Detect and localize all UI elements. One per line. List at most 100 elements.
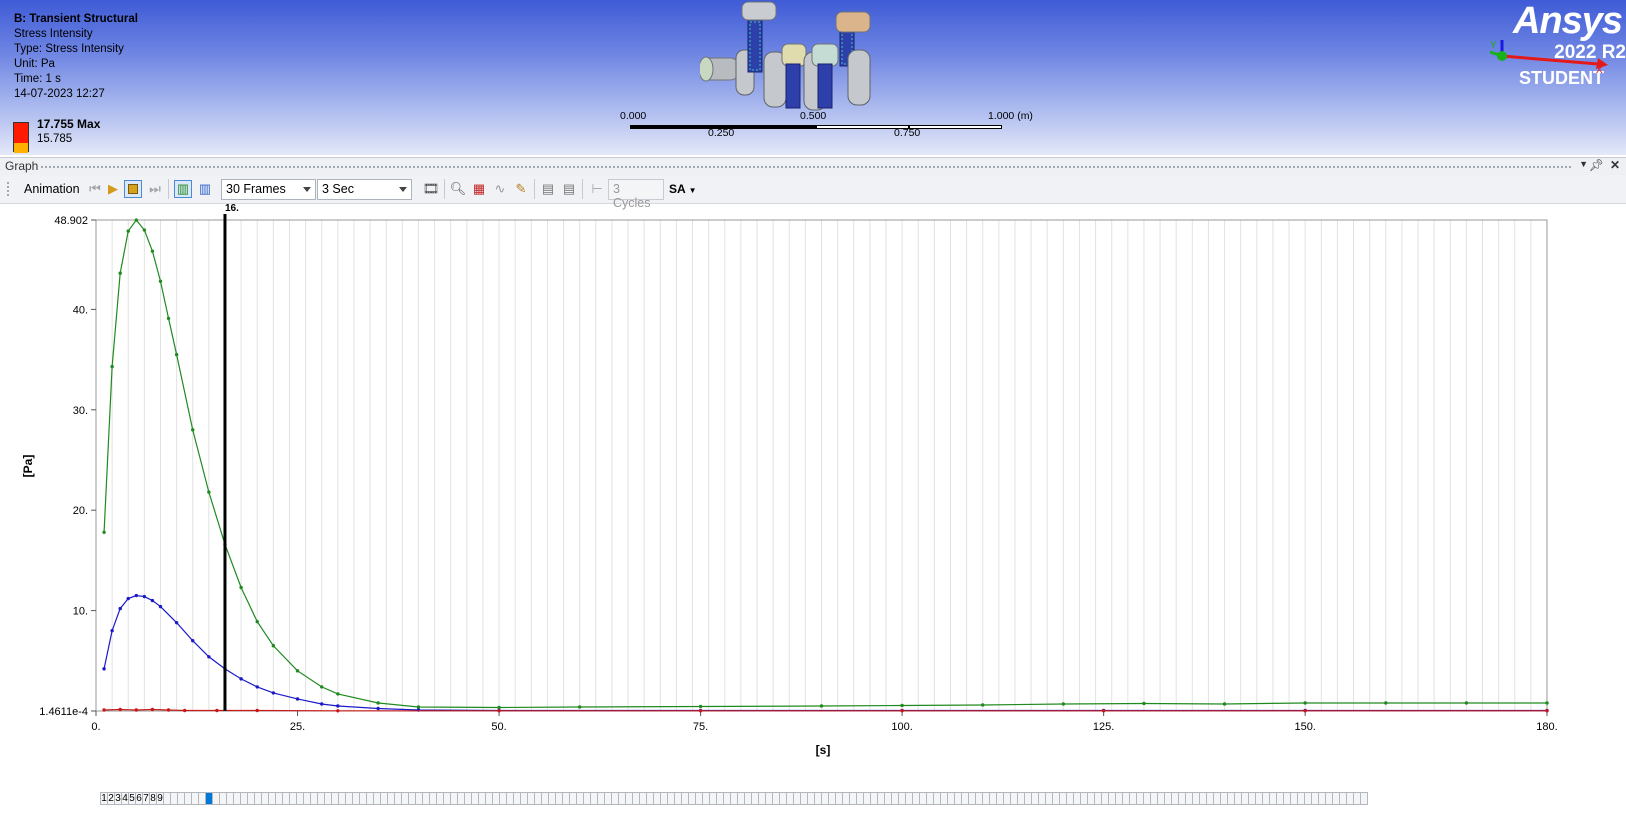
y-axis-ticks: 1.4611e-4 10. 20. 30. 40. 48.902 (39, 215, 96, 718)
logo-brand: Ansys (1512, 0, 1623, 42)
cycles-icon: ⊢ (591, 181, 603, 196)
graph-plot[interactable]: 1.4611e-4 10. 20. 30. 40. 48.902 0. 25. 50. 75. 1… (0, 204, 1626, 784)
cursor-label: 16. (225, 204, 239, 214)
legend-title: B: Transient Structural (14, 13, 138, 25)
ansys-logo: Ansys 2022 R2 STUDENT (1426, 0, 1626, 100)
result-sets-icon[interactable]: ▥ (198, 181, 212, 196)
chart-table-icon[interactable]: ▤ (562, 181, 576, 196)
scale-label-0: 0.000 (620, 110, 647, 122)
next-frame-icon[interactable]: ⏭ (149, 181, 161, 196)
series-point (981, 703, 985, 707)
series-point (102, 708, 106, 712)
y-tick-label: 20. (73, 505, 88, 517)
axis-triad[interactable]: Y X (1488, 38, 1608, 74)
series-point (158, 604, 163, 609)
zoom-icon[interactable]: 🔍︎ (449, 181, 467, 196)
legend-colors-icon[interactable]: ▦ (472, 181, 486, 196)
series-point (416, 705, 421, 709)
series-point (110, 364, 114, 369)
series-point (110, 628, 114, 633)
chart-grid-icon[interactable]: ▤ (541, 181, 555, 196)
dropdown-arrow-icon[interactable]: ▼ (1579, 159, 1588, 169)
scale-amplification-button[interactable]: SA ▼ (669, 175, 697, 196)
series-point (320, 685, 324, 689)
series-point (134, 708, 139, 712)
play-icon[interactable]: ▶ (108, 181, 118, 196)
series-point (158, 279, 163, 283)
animation-toolbar: Animation ⏮ ▶ ⏭ ▥ ▥ 30 Frames 3 Sec 🎞︎ 🔍… (0, 175, 1626, 210)
chevron-down-icon (399, 187, 407, 192)
series-point (255, 708, 259, 713)
graph-panel-header[interactable]: Graph ▼ 📌︎ ✕ (0, 157, 1626, 175)
toolbar-separator (582, 179, 583, 199)
toolbar-grip[interactable] (6, 181, 10, 197)
x-tick-label: 180. (1536, 721, 1557, 733)
series-line-1 (103, 219, 1547, 709)
series-point (118, 707, 122, 712)
legend-result-name: Stress Intensity (14, 28, 93, 40)
x-axis-ticks: 0. 25. 50. 75. 100. 125. 150. 180. (91, 711, 1558, 733)
series-point (166, 316, 171, 321)
pin-icon[interactable]: 📌︎ (1588, 158, 1604, 172)
panel-grip[interactable] (40, 165, 1571, 169)
series-point (142, 594, 147, 599)
series-point (239, 585, 243, 590)
series-point (295, 669, 300, 673)
series-point (239, 677, 243, 681)
y-tick-label: 40. (73, 304, 88, 316)
series-point (150, 249, 155, 253)
legend-color-swatch (13, 122, 29, 153)
series-point (1303, 701, 1307, 705)
series-point (1545, 709, 1549, 713)
series-point (271, 644, 276, 648)
series-point (166, 708, 171, 712)
toolbar-separator (444, 179, 445, 199)
frames-value: 30 Frames (226, 182, 286, 196)
close-icon[interactable]: ✕ (1609, 158, 1620, 172)
series-point (336, 704, 340, 708)
series-point (295, 697, 300, 701)
series-point (271, 691, 276, 695)
series-point (497, 709, 501, 713)
trace-icon[interactable]: ∿ (494, 181, 506, 196)
chevron-down-icon: ▼ (688, 186, 697, 195)
cycles-input: 3 Cycles (608, 179, 664, 210)
series-point (191, 428, 195, 432)
x-tick-label: 25. (290, 721, 305, 733)
x-tick-label: 75. (693, 721, 708, 733)
graph-panel-title: Graph (5, 159, 39, 173)
chevron-down-icon (303, 187, 311, 192)
series-point (1545, 701, 1549, 705)
time-cursor[interactable]: 16. (223, 204, 239, 711)
series-point (150, 598, 155, 603)
scale-label-1000: 1.000 (m) (988, 110, 1033, 122)
triad-y-label: Y (1490, 40, 1497, 51)
crankshaft-model-image[interactable] (700, 0, 920, 125)
previous-frame-icon[interactable]: ⏮ (89, 181, 101, 196)
frame-cell[interactable] (1360, 792, 1368, 805)
x-tick-label: 50. (491, 721, 506, 733)
result-legend: B: Transient Structural Stress Intensity… (14, 12, 138, 102)
series-point (336, 709, 340, 713)
series-point (1464, 701, 1469, 705)
export-video-icon[interactable]: 🎞︎ (422, 181, 440, 196)
distributed-frames-icon[interactable]: ▥ (174, 180, 192, 198)
series-point (118, 271, 122, 275)
series-point (376, 706, 380, 711)
frames-dropdown[interactable]: 30 Frames (221, 179, 316, 200)
series-point (142, 228, 147, 232)
legend-date: 14-07-2023 12:27 (14, 88, 105, 100)
logo-version: 2022 R2 (1554, 42, 1626, 63)
duration-dropdown[interactable]: 3 Sec (317, 179, 412, 200)
x-tick-label: 125. (1093, 721, 1114, 733)
probe-icon[interactable]: ✎ (515, 181, 527, 196)
cycles-placeholder: 3 Cycles (613, 182, 651, 210)
y-tick-label: 30. (73, 405, 88, 417)
model-viewport[interactable]: B: Transient Structural Stress Intensity… (0, 0, 1626, 155)
stop-button[interactable] (124, 180, 142, 198)
series-point (191, 639, 195, 643)
x-tick-label: 100. (891, 721, 912, 733)
series-point (336, 692, 340, 696)
